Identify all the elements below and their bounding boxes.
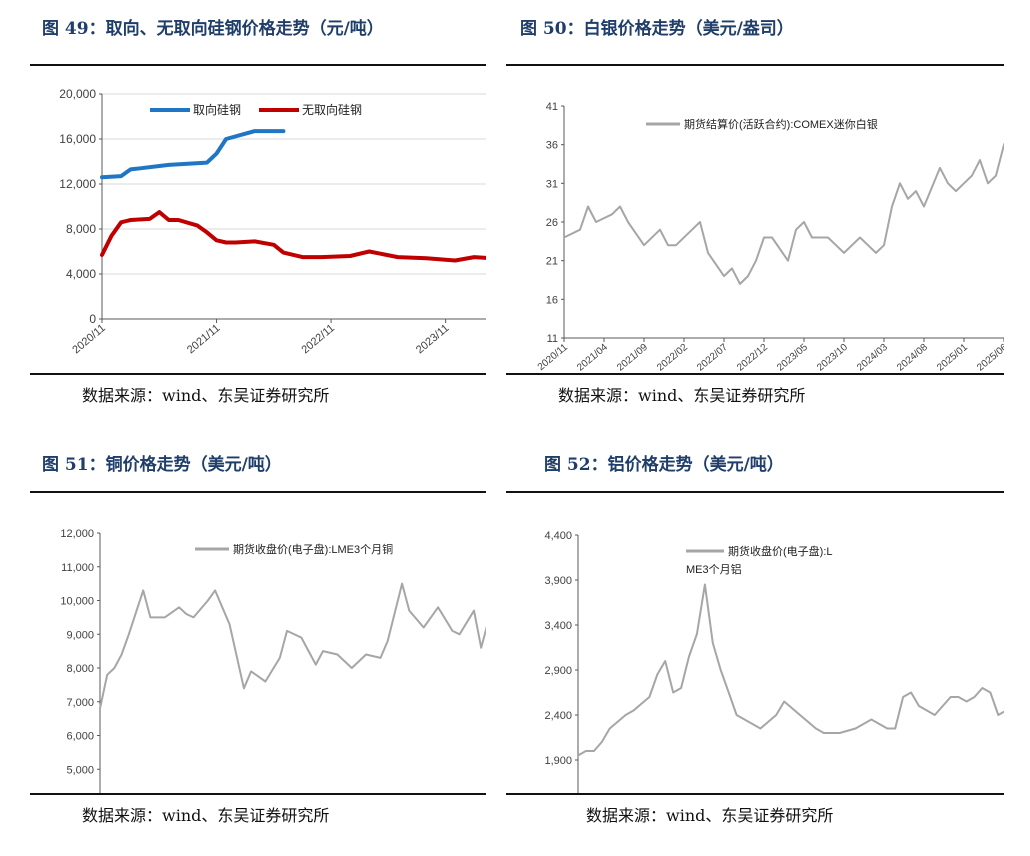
chart-fig49: 0 4,000 8,000 12,000 16,000 20,000 2020/11 2021… <box>59 87 486 356</box>
chart-title: 图 52：铝价格走势（美元/吨） <box>544 455 784 475</box>
top-rule <box>30 491 486 493</box>
y-tick-label: 16,000 <box>59 132 96 146</box>
series-line <box>563 142 1004 285</box>
y-tick-label: 7,000 <box>66 697 94 709</box>
source-note: 数据来源：wind、东吴证券研究所 <box>82 806 330 825</box>
x-tick-label: 2020/11 <box>70 322 108 356</box>
bottom-rule <box>30 793 486 795</box>
y-tick-label: 3,900 <box>544 575 572 587</box>
panel-fig50: 图 50：白银价格走势（美元/盎司） 11 16 21 26 31 36 41 2020/11… <box>506 0 1004 420</box>
y-tick-label: 36 <box>546 140 558 152</box>
top-rule <box>506 64 1004 66</box>
x-tick-label: 2025/01 <box>935 342 970 374</box>
top-rule <box>30 64 486 66</box>
source-note: 数据来源：wind、东吴证券研究所 <box>82 386 330 405</box>
x-tick-label: 2022/12 <box>735 342 770 374</box>
x-tick-label: 2021/04 <box>575 342 610 374</box>
y-tick-label: 21 <box>546 256 558 268</box>
y-tick-label: 4,000 <box>66 267 96 281</box>
y-tick-label: 11,000 <box>61 562 94 574</box>
y-tick-label: 41 <box>546 101 558 113</box>
x-tick-label: 2024/08 <box>895 342 930 374</box>
x-tick-label: 2023/11 <box>414 322 452 356</box>
x-tick-label: 2022/07 <box>695 342 730 374</box>
y-tick-label: 6,000 <box>66 731 94 743</box>
chart-fig51: 4,0005,0006,0007,0008,0009,00010,00011,0… <box>60 528 486 793</box>
y-tick-label: 11 <box>547 333 558 345</box>
bottom-rule <box>30 373 486 375</box>
legend-label: 期货结算价(活跃合约):COMEX迷你白银 <box>684 117 878 131</box>
y-tick-label: 10,000 <box>60 596 94 608</box>
y-tick-label: 0 <box>89 312 96 326</box>
x-tick-label: 2022/11 <box>299 322 337 356</box>
x-tick-label: 2023/05 <box>775 342 810 374</box>
y-tick-label: 2,400 <box>544 710 572 722</box>
y-tick-label: 31 <box>546 178 558 190</box>
panel-fig52: 图 52：铝价格走势（美元/吨） 1,4001,9002,4002,9003,4… <box>506 436 1004 856</box>
source-note: 数据来源：wind、东吴证券研究所 <box>586 806 834 825</box>
bottom-rule <box>506 793 1004 795</box>
x-tick-label: 2025/06 <box>975 342 1004 374</box>
chart-fig52: 1,4001,9002,4002,9003,4003,9004,4002020/… <box>544 530 1004 793</box>
y-tick-label: 16 <box>546 294 558 306</box>
series-line <box>100 210 486 263</box>
chart-title: 图 49：取向、无取向硅钢价格走势（元/吨） <box>42 19 384 39</box>
y-tick-label: 12,000 <box>60 528 94 540</box>
x-tick-label: 2024/03 <box>855 342 890 374</box>
y-tick-label: 8,000 <box>66 663 94 675</box>
y-tick-label: 9,000 <box>66 629 94 641</box>
y-tick-label: 8,000 <box>66 222 96 236</box>
y-tick-label: 3,400 <box>544 620 572 632</box>
top-rule <box>506 491 1004 493</box>
legend-label: 期货收盘价(电子盘):LME3个月铜 <box>233 542 393 556</box>
x-tick-label: 2023/10 <box>815 342 850 374</box>
series-line <box>577 583 1004 757</box>
chart-title: 图 51：铜价格走势（美元/吨） <box>42 455 282 475</box>
chart-title: 图 50：白银价格走势（美元/盎司） <box>520 19 794 39</box>
panel-fig51: 图 51：铜价格走势（美元/吨） 4,0005,0006,0007,0008,0… <box>30 436 486 856</box>
panel-fig49: 图 49：取向、无取向硅钢价格走势（元/吨） 0 4,000 8,000 12,000… <box>30 0 486 420</box>
y-tick-label: 26 <box>546 217 558 229</box>
bottom-rule <box>506 373 1004 375</box>
legend-label: 无取向硅钢 <box>302 102 362 117</box>
series-line <box>100 129 286 180</box>
x-tick-label: 2021/09 <box>615 342 650 374</box>
source-note: 数据来源：wind、东吴证券研究所 <box>558 386 806 405</box>
x-tick-label: 2020/11 <box>536 342 571 373</box>
y-tick-label: 5,000 <box>66 764 94 776</box>
y-tick-label: 12,000 <box>59 177 96 191</box>
legend-label: 期货收盘价(电子盘):L ME3个月铝 <box>686 544 833 576</box>
series-line <box>99 582 486 710</box>
y-tick-label: 1,900 <box>544 755 572 767</box>
y-tick-label: 4,400 <box>544 530 572 542</box>
x-tick-label: 2022/02 <box>655 342 690 374</box>
y-tick-label: 2,900 <box>544 665 572 677</box>
legend-label: 取向硅钢 <box>193 102 241 117</box>
x-tick-label: 2021/11 <box>185 322 223 356</box>
y-tick-label: 20,000 <box>59 87 96 101</box>
